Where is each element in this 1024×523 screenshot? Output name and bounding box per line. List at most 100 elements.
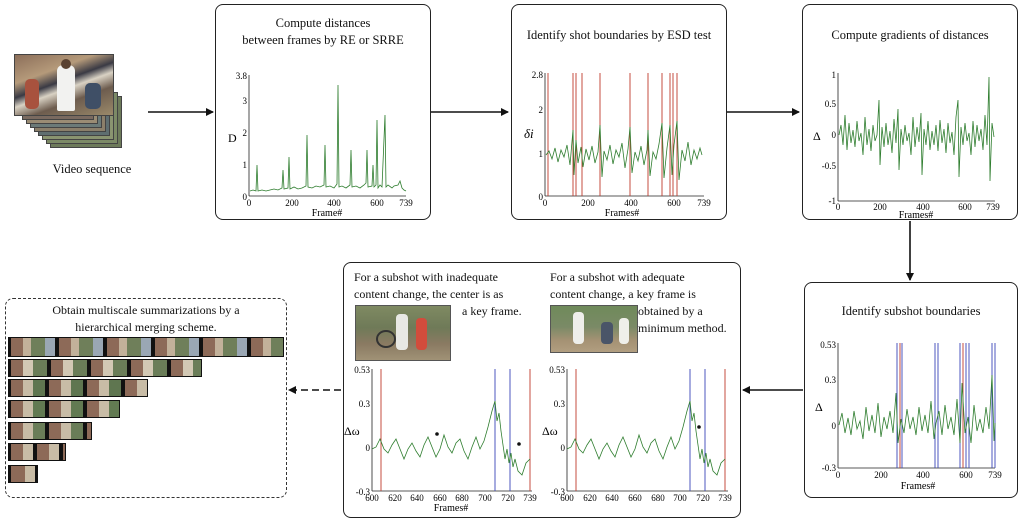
step5-left-xticks: 600 620 640 660 680 700 720 739 (365, 493, 537, 503)
step5-left-ytick-1: 0 (366, 443, 371, 453)
step2-box: Identify shot boundaries by ESD test δi … (511, 4, 727, 220)
step3-xtick-3: 600 (958, 202, 972, 212)
step5-left-keypoint-2 (517, 442, 521, 446)
step5-left-ytick-2: 0.3 (359, 399, 371, 409)
step1-xtick-3: 600 (370, 198, 384, 208)
step3-xticks: 0 200 400 600 739 (836, 202, 1001, 212)
step4-boundaries (896, 343, 996, 468)
step5-left-ylabel: Δω (344, 424, 360, 438)
step1-yticks: 0 1 2 3 3.8 (236, 71, 248, 202)
step3-ytick-0: -1 (829, 196, 837, 206)
summary-strip-level-2 (8, 359, 202, 377)
step3-xtick-1: 200 (873, 202, 887, 212)
step1-xlabel: Frame# (312, 208, 343, 219)
step5-right-xtick-7: 739 (718, 493, 732, 503)
step5-left-line2: content change, the center is as (354, 287, 504, 301)
step5-right-xtick-0: 600 (560, 493, 574, 503)
step5-left-line1: For a subshot with inadequate (354, 270, 498, 284)
step5-right-line2: content change, a key frame is (550, 287, 696, 301)
step3-xlabel: Frames# (899, 210, 933, 219)
step6-title-line1: Obtain multiscale summarizations by a (52, 303, 240, 317)
step5-right-ytick-2: 0.3 (554, 399, 566, 409)
step4-signal (838, 374, 996, 444)
step1-title-line2: between frames by RE or SRRE (242, 33, 404, 47)
summary-strip-level-4 (8, 400, 120, 418)
step3-yticks: -1 -0.5 0 0.5 1 (822, 70, 837, 206)
step1-xtick-4: 739 (399, 198, 413, 208)
step5-left-text: For a subshot with inadequate content ch… (354, 269, 554, 320)
step5-left-xtick-6: 720 (501, 493, 515, 503)
step5-right-line3: obtained by a (638, 304, 703, 318)
keyframe-image-center (355, 305, 451, 361)
step1-xtick-0: 0 (247, 198, 252, 208)
step3-ylabel: Δ (813, 129, 821, 143)
step3-chart: Δ -1 -0.5 0 0.5 1 0 200 400 600 739 Fram… (813, 70, 1001, 219)
step1-ytick-1: 1 (243, 160, 248, 170)
step1-chart: D 0 1 2 3 3.8 0 200 400 600 739 Frame# (228, 71, 414, 219)
step4-ylabel: Δ (815, 400, 823, 414)
step3-signal (838, 76, 995, 182)
step2-xtick-1: 200 (581, 198, 595, 208)
step5-right-xticks: 600 620 640 660 680 700 720 739 (560, 493, 732, 503)
step2-shot-boundaries (547, 73, 678, 196)
step5-left-xtick-2: 640 (410, 493, 424, 503)
step4-xticks: 0 200 400 600 739 (836, 470, 1003, 480)
step4-xtick-1: 200 (874, 470, 888, 480)
video-sequence-label: Video sequence (52, 162, 132, 176)
step2-xtick-3: 600 (667, 198, 681, 208)
step4-xtick-4: 739 (988, 470, 1002, 480)
step5-right-keypoint (697, 425, 701, 429)
summary-strip-level-1 (8, 337, 284, 357)
step4-ytick-2: 0.3 (825, 375, 837, 385)
step3-ytick-3: 0.5 (825, 99, 837, 109)
step5-right-ytick-3: 0.53 (549, 365, 565, 375)
step4-xtick-3: 600 (959, 470, 973, 480)
step2-ylabel: δi (524, 126, 534, 141)
step2-xtick-0: 0 (543, 198, 548, 208)
keyframe-image-minimum (550, 305, 638, 353)
step5-right-xtick-4: 680 (651, 493, 665, 503)
step5-left-keypoint-1 (435, 432, 439, 436)
step2-ytick-0: 0 (539, 192, 544, 202)
video-sequence-stack (14, 52, 154, 152)
step3-xtick-4: 739 (986, 202, 1000, 212)
step5-right-ytick-1: 0 (561, 443, 566, 453)
step5-right-signal (566, 400, 726, 476)
step5-right-xtick-5: 700 (673, 493, 687, 503)
step5-right-line1: For a subshot with adequate (550, 270, 685, 284)
step3-ytick-4: 1 (832, 70, 837, 80)
step1-xticks: 0 200 400 600 739 (247, 198, 414, 208)
step2-ytick-1: 1 (539, 149, 544, 159)
step5-right-ytick-0: -0.3 (551, 487, 566, 497)
step2-chart: δi 0 1 2 2.8 0 200 400 600 739 Frames# (524, 70, 712, 219)
step2-ytick-2: 2 (539, 105, 544, 115)
step3-xtick-0: 0 (836, 202, 841, 212)
step1-xtick-1: 200 (285, 198, 299, 208)
step2-xtick-4: 739 (697, 198, 711, 208)
summary-strip-level-5 (8, 422, 92, 440)
step1-title-line1: Compute distances (275, 16, 371, 30)
step3-xtick-2: 400 (916, 202, 930, 212)
step5-charts: Δω -0.3 0 0.3 0.53 600 620 640 660 680 7… (344, 365, 732, 514)
step5-left-xtick-4: 680 (455, 493, 469, 503)
step5-left-xtick-7: 739 (523, 493, 537, 503)
step1-ytick-2: 2 (243, 128, 248, 138)
step5-left-xtick-0: 600 (365, 493, 379, 503)
step5-right-line4: minimum method. (638, 321, 727, 335)
step4-xtick-0: 0 (836, 470, 841, 480)
summary-strip-level-3 (8, 379, 148, 397)
step5-xlabel: Frames# (434, 503, 468, 514)
step3-ytick-1: -0.5 (822, 161, 837, 171)
step2-xticks: 0 200 400 600 739 (543, 198, 712, 208)
step5-right-xtick-1: 620 (583, 493, 597, 503)
step2-xtick-2: 400 (624, 198, 638, 208)
summary-strip-level-6 (8, 443, 66, 461)
step1-signal (249, 84, 407, 192)
step4-ytick-0: -0.3 (822, 463, 837, 473)
step2-signal (545, 120, 703, 181)
step1-xtick-2: 400 (327, 198, 341, 208)
step4-ytick-3: 0.53 (820, 340, 836, 350)
step1-ytick-4: 3.8 (236, 71, 248, 81)
step2-ytick-3: 2.8 (532, 70, 544, 80)
